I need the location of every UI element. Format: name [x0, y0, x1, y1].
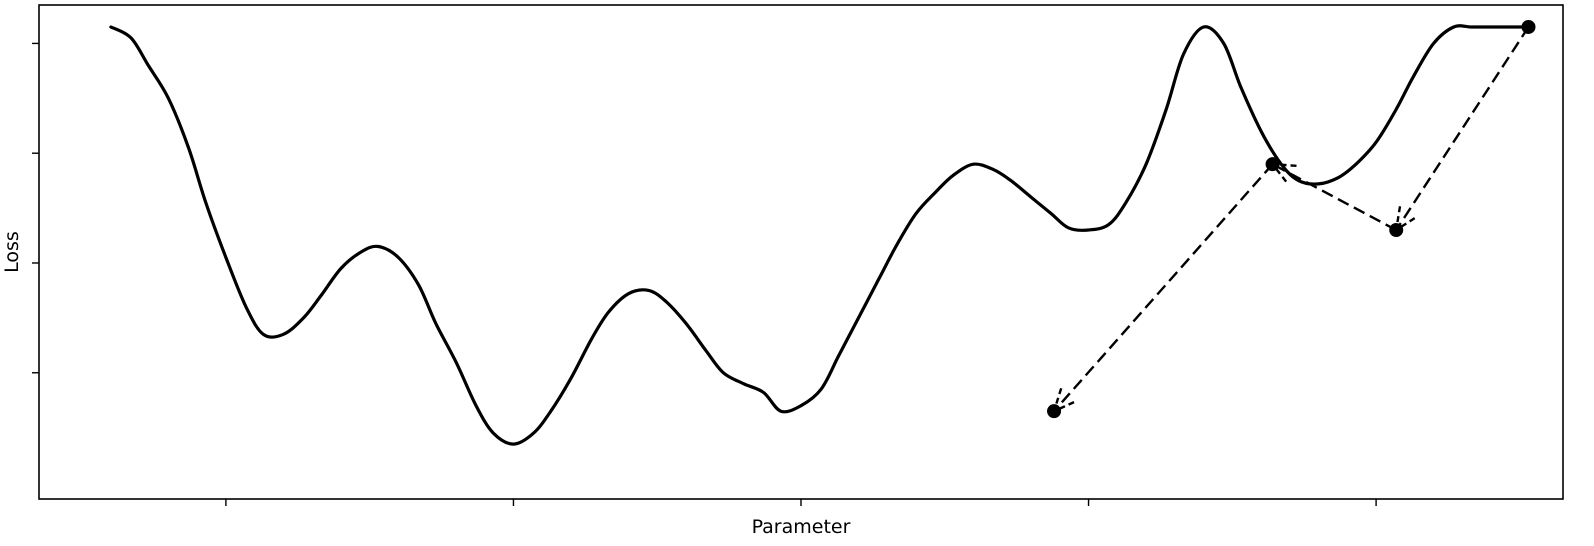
plot-frame	[38, 4, 1564, 500]
step-point-3	[1047, 404, 1062, 419]
step-arrow-0	[1395, 26, 1530, 231]
step-point-1	[1389, 223, 1404, 238]
axis-ticks	[32, 42, 1377, 506]
step-arrow-2	[1053, 163, 1274, 412]
step-arrow-1	[1272, 163, 1397, 232]
step-point-2	[1265, 157, 1280, 172]
y-axis-label: Loss	[1, 231, 23, 273]
step-point-0	[1521, 19, 1536, 34]
optimizer-steps	[1047, 19, 1536, 419]
loss-curve	[109, 24, 1531, 446]
x-axis-label: Parameter	[752, 516, 851, 538]
